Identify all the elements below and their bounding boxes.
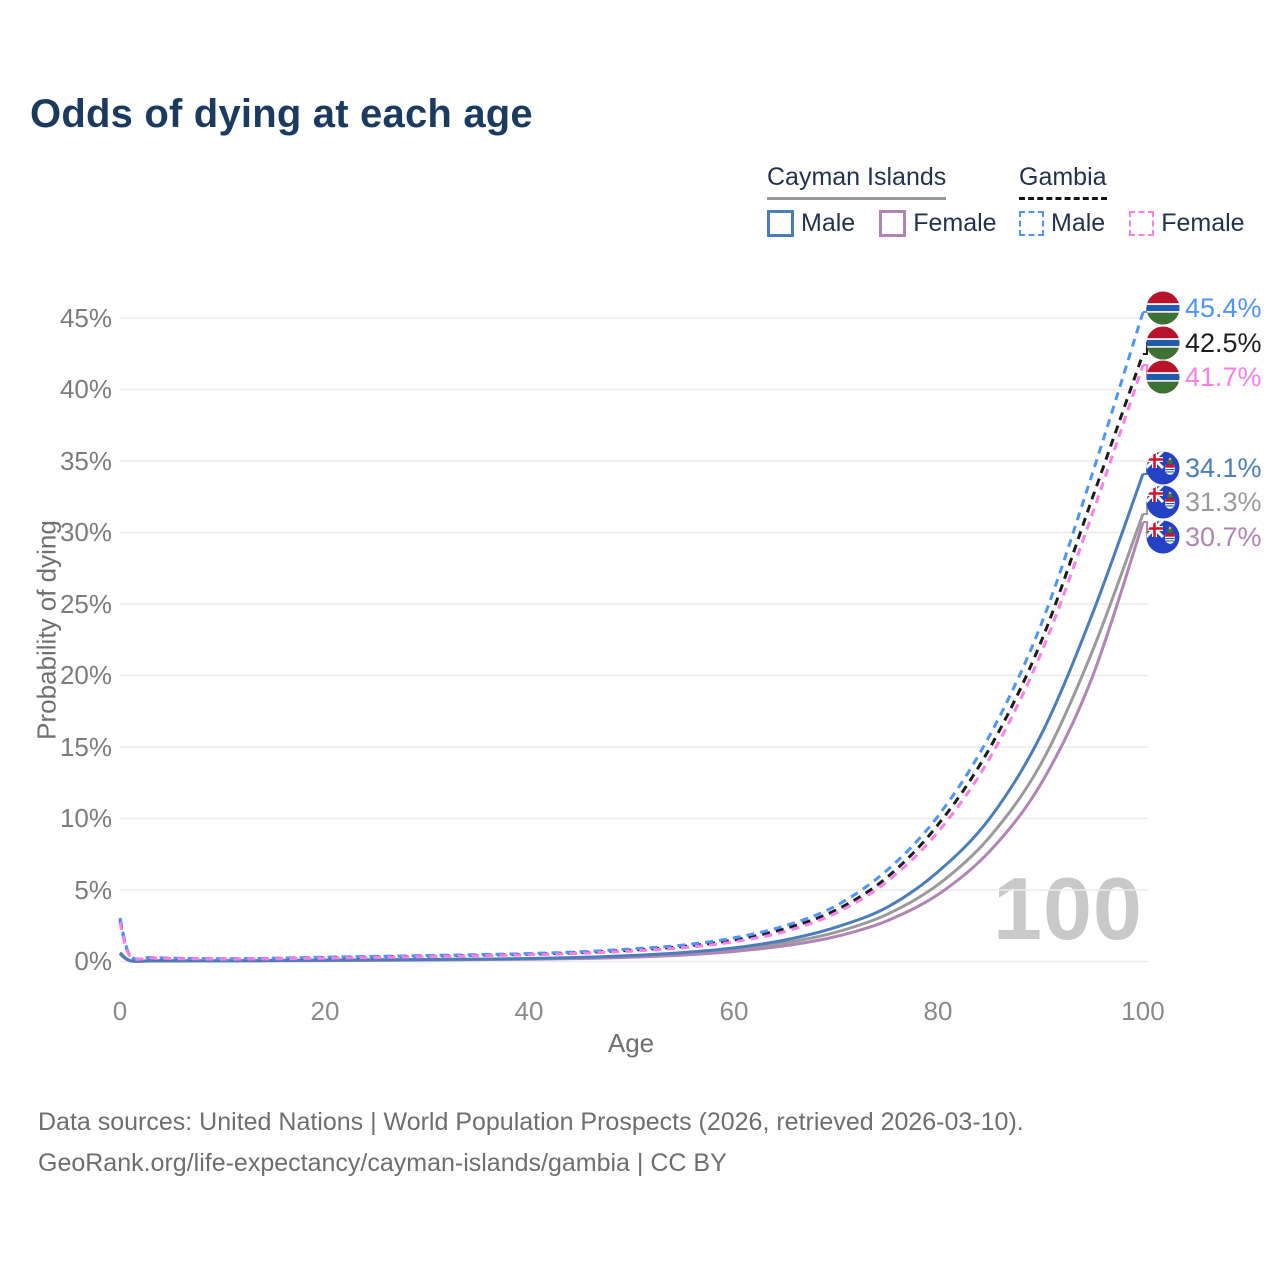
legend-label-gambia-male: Male bbox=[1051, 209, 1106, 237]
footer-attribution-link[interactable]: GeoRank.org/life-expectancy/cayman-islan… bbox=[38, 1149, 727, 1177]
y-tick-25: 25% bbox=[59, 589, 112, 619]
end-label-value: 45.4% bbox=[1185, 292, 1262, 323]
legend-swatch-gambia-female bbox=[1129, 211, 1155, 236]
union-jack-canton bbox=[1146, 451, 1165, 470]
series-line-cayman-islands-female bbox=[119, 522, 1145, 963]
y-tick-45: 45% bbox=[59, 303, 112, 333]
end-label-value: 34.1% bbox=[1185, 452, 1262, 483]
legend-label-gambia-female: Female bbox=[1161, 209, 1245, 237]
legend-item-gambia-male[interactable]: Male bbox=[1019, 209, 1105, 238]
y-tick-5: 5% bbox=[74, 875, 112, 905]
legend-label-cayman-male: Male bbox=[801, 209, 856, 237]
end-label-value: 31.3% bbox=[1185, 486, 1262, 517]
y-tick-0: 0% bbox=[74, 946, 112, 976]
y-tick-10: 10% bbox=[59, 803, 112, 833]
legend-items-cayman: Male Female bbox=[767, 209, 997, 238]
gridlines bbox=[120, 317, 1148, 963]
y-tick-20: 20% bbox=[59, 660, 112, 690]
series-line-gambia-all- bbox=[118, 353, 1145, 961]
gambia-flag-icon bbox=[1146, 360, 1180, 394]
legend-title-cayman-islands[interactable]: Cayman Islands bbox=[767, 163, 947, 200]
x-tick-0: 0 bbox=[112, 996, 128, 1026]
end-label-cayman-female[interactable]: 30.7% bbox=[1146, 520, 1262, 554]
end-label-gambia-female[interactable]: 41.7% bbox=[1146, 360, 1262, 394]
page-title: Odds of dying at each age bbox=[30, 92, 533, 136]
legend-swatch-cayman-female bbox=[879, 210, 907, 237]
x-tick-80: 80 bbox=[923, 996, 953, 1026]
x-axis-title: Age bbox=[607, 1028, 655, 1058]
end-label-gambia-all[interactable]: 42.5% bbox=[1146, 326, 1262, 360]
cayman-islands-flag-icon bbox=[1146, 485, 1180, 519]
cayman-islands-flag-icon bbox=[1146, 520, 1180, 554]
end-label-cayman-male[interactable]: 34.1% bbox=[1146, 451, 1262, 485]
x-tick-40: 40 bbox=[514, 996, 544, 1026]
y-tick-30: 30% bbox=[59, 517, 112, 547]
legend-group-cayman-islands: Cayman Islands Male Female bbox=[767, 163, 997, 238]
y-tick-15: 15% bbox=[59, 732, 112, 762]
end-label-value: 30.7% bbox=[1185, 521, 1262, 552]
x-tick-20: 20 bbox=[310, 996, 340, 1026]
end-label-cayman-all[interactable]: 31.3% bbox=[1146, 485, 1262, 519]
end-label-value: 41.7% bbox=[1185, 361, 1262, 392]
series-line-gambia-female bbox=[118, 364, 1145, 961]
end-label-value: 42.5% bbox=[1185, 327, 1262, 358]
series-lines bbox=[118, 311, 1145, 963]
series-line-gambia-male bbox=[118, 311, 1145, 961]
legend-swatch-gambia-male bbox=[1019, 211, 1044, 236]
end-label-gambia-male[interactable]: 45.4% bbox=[1146, 291, 1262, 325]
x-tick-100: 100 bbox=[1121, 996, 1165, 1026]
footer-data-sources: Data sources: United Nations | World Pop… bbox=[38, 1108, 1024, 1136]
legend-swatch-cayman-male bbox=[767, 210, 794, 237]
legend-items-gambia: Male Female bbox=[1019, 209, 1245, 238]
age-watermark: 100 bbox=[993, 859, 1143, 958]
gambia-flag-icon bbox=[1146, 291, 1180, 325]
legend-item-cayman-female[interactable]: Female bbox=[879, 209, 997, 238]
gambia-flag-icon bbox=[1146, 326, 1180, 360]
coat-of-arms bbox=[1165, 457, 1175, 475]
legend-label-cayman-female: Female bbox=[913, 209, 997, 237]
cayman-islands-flag-icon bbox=[1146, 451, 1180, 485]
x-tick-60: 60 bbox=[719, 996, 749, 1026]
y-tick-40: 40% bbox=[59, 374, 112, 404]
legend-title-gambia[interactable]: Gambia bbox=[1019, 163, 1107, 200]
y-tick-35: 35% bbox=[59, 446, 112, 476]
series-line-cayman-islands-male bbox=[118, 473, 1145, 963]
legend-item-cayman-male[interactable]: Male bbox=[767, 209, 855, 238]
legend-item-gambia-female[interactable]: Female bbox=[1129, 209, 1245, 238]
legend-group-gambia: Gambia Male Female bbox=[1019, 163, 1245, 238]
